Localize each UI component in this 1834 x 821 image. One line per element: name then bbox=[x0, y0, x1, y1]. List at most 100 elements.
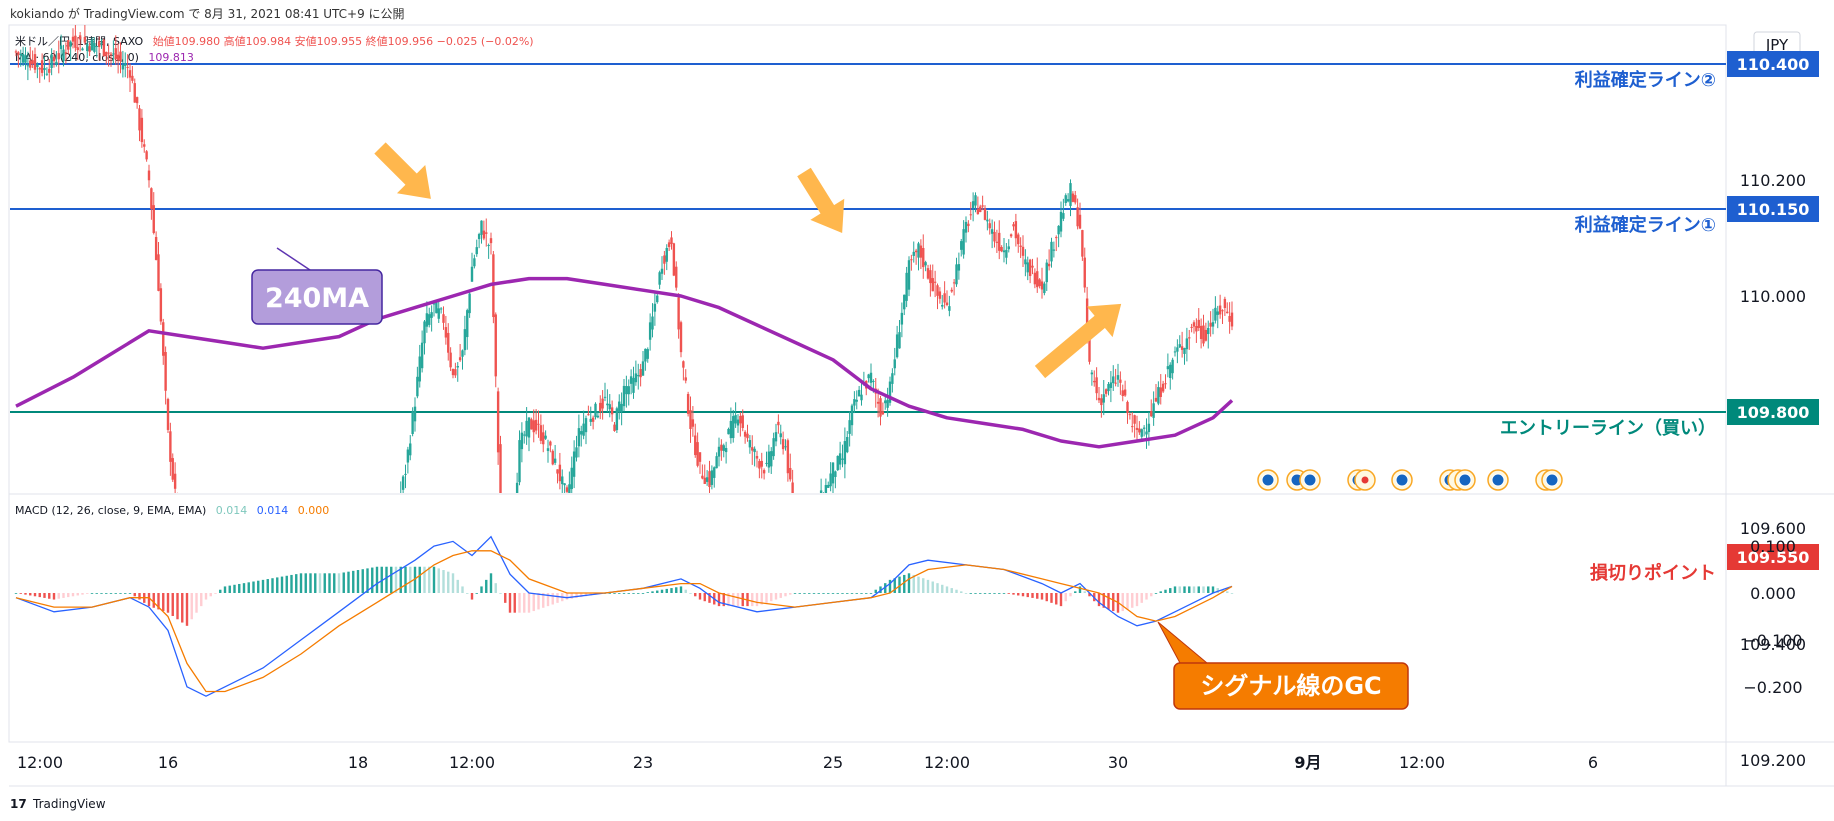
macd-histogram-bar[interactable] bbox=[608, 593, 611, 594]
macd-histogram-bar[interactable] bbox=[252, 581, 255, 593]
candle-body[interactable] bbox=[423, 321, 426, 344]
candle-body[interactable] bbox=[1047, 263, 1051, 267]
candle-body[interactable] bbox=[627, 386, 630, 395]
candle-body[interactable] bbox=[618, 401, 621, 413]
macd-histogram-bar[interactable] bbox=[1159, 591, 1162, 593]
candle-body[interactable] bbox=[373, 544, 375, 551]
candle-body[interactable] bbox=[941, 305, 944, 307]
candle-body[interactable] bbox=[786, 440, 790, 474]
candle-body[interactable] bbox=[1147, 423, 1151, 433]
macd-histogram-bar[interactable] bbox=[551, 593, 554, 605]
macd-histogram-bar[interactable] bbox=[855, 593, 858, 594]
candle-body[interactable] bbox=[81, 48, 84, 51]
candle-body[interactable] bbox=[487, 245, 490, 247]
candle-body[interactable] bbox=[703, 477, 706, 484]
candle-body[interactable] bbox=[998, 232, 1001, 251]
macd-histogram-bar[interactable] bbox=[955, 589, 958, 593]
candle-body[interactable] bbox=[1166, 366, 1170, 370]
macd-histogram-bar[interactable] bbox=[998, 593, 1001, 594]
candle-body[interactable] bbox=[126, 66, 129, 68]
candle-body[interactable] bbox=[138, 108, 141, 131]
candle-body[interactable] bbox=[724, 448, 728, 453]
candle-body[interactable] bbox=[226, 706, 228, 714]
candle-body[interactable] bbox=[907, 260, 911, 290]
macd-histogram-bar[interactable] bbox=[375, 566, 379, 593]
candle-body[interactable] bbox=[198, 572, 200, 583]
candle-body[interactable] bbox=[1150, 411, 1153, 417]
candle-body[interactable] bbox=[781, 439, 785, 450]
candle-body[interactable] bbox=[1223, 298, 1227, 308]
macd-histogram-bar[interactable] bbox=[936, 583, 939, 593]
macd-histogram-bar[interactable] bbox=[185, 593, 189, 626]
candle-body[interactable] bbox=[589, 418, 592, 422]
candle-body[interactable] bbox=[572, 451, 576, 477]
candle-body[interactable] bbox=[362, 522, 364, 525]
macd-histogram-bar[interactable] bbox=[765, 593, 768, 603]
candle-body[interactable] bbox=[886, 399, 889, 408]
macd-histogram-bar[interactable] bbox=[504, 593, 507, 603]
candle-body[interactable] bbox=[917, 243, 920, 258]
macd-histogram-bar[interactable] bbox=[874, 589, 877, 593]
candle-body[interactable] bbox=[546, 448, 550, 451]
candle-body[interactable] bbox=[112, 53, 115, 55]
candle-body[interactable] bbox=[1185, 338, 1189, 350]
macd-histogram-bar[interactable] bbox=[499, 593, 502, 594]
candle-body[interactable] bbox=[300, 671, 302, 688]
macd-histogram-bar[interactable] bbox=[974, 593, 977, 594]
macd-histogram-bar[interactable] bbox=[1131, 593, 1134, 608]
candle-body[interactable] bbox=[534, 419, 538, 431]
macd-histogram-bar[interactable] bbox=[257, 580, 260, 593]
candle-body[interactable] bbox=[1171, 359, 1174, 374]
macd-histogram-bar[interactable] bbox=[817, 593, 820, 594]
macd-histogram-bar[interactable] bbox=[67, 593, 70, 598]
macd-histogram-bar[interactable] bbox=[945, 586, 949, 593]
macd-histogram-bar[interactable] bbox=[542, 593, 545, 608]
macd-histogram-bar[interactable] bbox=[176, 593, 179, 620]
macd-histogram-bar[interactable] bbox=[917, 576, 920, 593]
candle-body[interactable] bbox=[741, 415, 744, 428]
macd-histogram-bar[interactable] bbox=[912, 574, 915, 593]
candle-body[interactable] bbox=[217, 663, 219, 670]
macd-histogram-bar[interactable] bbox=[128, 593, 132, 594]
macd-histogram-bar[interactable] bbox=[1059, 593, 1063, 607]
candle-body[interactable] bbox=[827, 484, 830, 488]
candle-body[interactable] bbox=[102, 39, 106, 56]
candle-body[interactable] bbox=[1135, 427, 1139, 430]
macd-histogram-bar[interactable] bbox=[860, 593, 863, 594]
candle-body[interactable] bbox=[245, 732, 247, 733]
macd-histogram-bar[interactable] bbox=[466, 593, 469, 594]
candle-body[interactable] bbox=[836, 455, 839, 471]
macd-histogram-bar[interactable] bbox=[76, 593, 79, 596]
candle-body[interactable] bbox=[869, 372, 873, 383]
macd-histogram-bar[interactable] bbox=[333, 573, 336, 593]
candle-body[interactable] bbox=[634, 373, 638, 383]
candle-body[interactable] bbox=[1169, 364, 1172, 379]
candle-body[interactable] bbox=[1078, 214, 1082, 229]
candle-body[interactable] bbox=[767, 451, 771, 468]
macd-histogram-bar[interactable] bbox=[1188, 586, 1191, 593]
candle-body[interactable] bbox=[656, 295, 659, 303]
candle-body[interactable] bbox=[290, 696, 292, 705]
candle-body[interactable] bbox=[314, 601, 316, 629]
candle-body[interactable] bbox=[243, 732, 245, 733]
candle-body[interactable] bbox=[914, 250, 918, 253]
candle-body[interactable] bbox=[822, 499, 824, 504]
macd-histogram-bar[interactable] bbox=[404, 566, 407, 593]
candle-body[interactable] bbox=[19, 53, 22, 56]
candle-body[interactable] bbox=[945, 302, 949, 306]
macd-histogram-bar[interactable] bbox=[57, 593, 60, 599]
macd-histogram-bar[interactable] bbox=[613, 593, 616, 594]
candle-body[interactable] bbox=[794, 507, 796, 530]
candle-body[interactable] bbox=[269, 722, 271, 733]
candle-body[interactable] bbox=[267, 734, 269, 735]
macd-histogram-bar[interactable] bbox=[1026, 593, 1029, 598]
candle-body[interactable] bbox=[347, 520, 349, 521]
candle-body[interactable] bbox=[713, 467, 716, 478]
candle-body[interactable] bbox=[1192, 322, 1196, 327]
candle-body[interactable] bbox=[964, 221, 968, 233]
candle-body[interactable] bbox=[696, 442, 699, 466]
macd-histogram-bar[interactable] bbox=[380, 566, 383, 593]
candle-body[interactable] bbox=[116, 54, 120, 61]
macd-histogram-bar[interactable] bbox=[841, 593, 844, 594]
macd-histogram-bar[interactable] bbox=[926, 579, 930, 593]
